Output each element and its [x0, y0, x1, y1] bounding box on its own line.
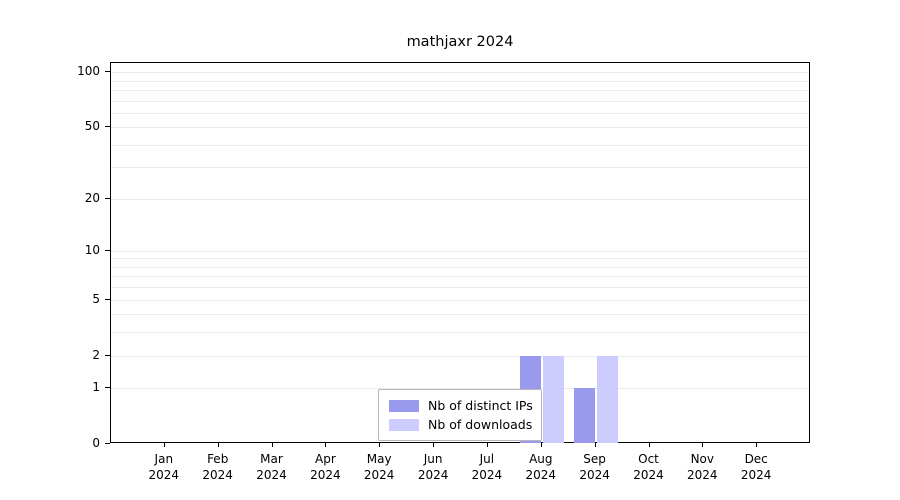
legend-swatch-distinct-ips	[389, 399, 419, 412]
y-tick-label: 100	[77, 64, 100, 78]
gridline	[111, 332, 809, 334]
gridline	[111, 276, 809, 278]
legend-label-downloads: Nb of downloads	[428, 417, 533, 432]
x-tick-label: Jul 2024	[471, 452, 503, 482]
y-tick-label: 5	[92, 291, 100, 306]
x-tick-label: Feb 2024	[202, 452, 233, 482]
x-tick-label: Dec 2024	[740, 452, 772, 482]
x-tick	[271, 443, 273, 447]
x-tick	[648, 443, 650, 447]
x-tick-label: Apr 2024	[310, 452, 341, 482]
x-tick	[702, 443, 704, 447]
gridline	[111, 100, 809, 102]
x-tick	[163, 443, 165, 447]
gridline	[111, 127, 809, 129]
x-tick	[379, 443, 381, 447]
x-tick-label: Sep 2024	[579, 452, 610, 482]
gridline	[111, 250, 809, 252]
y-tick	[105, 354, 110, 356]
y-tick-label: 10	[84, 242, 100, 257]
bar-distinct-ips	[573, 388, 595, 443]
x-tick-label: Aug 2024	[525, 452, 557, 482]
gridline	[111, 258, 809, 260]
y-tick-label: 20	[84, 190, 100, 205]
y-tick	[105, 249, 110, 251]
y-tick-label: 50	[84, 119, 100, 134]
legend-item-downloads: Nb of downloads	[389, 417, 533, 432]
y-tick	[105, 387, 110, 389]
bar-downloads	[596, 355, 618, 443]
y-tick-label: 1	[92, 380, 100, 395]
x-tick	[540, 443, 542, 447]
y-tick	[105, 197, 110, 199]
y-tick-label: 2	[92, 347, 100, 362]
x-tick-label: Jun 2024	[417, 452, 449, 482]
gridline	[111, 388, 809, 390]
x-tick	[486, 443, 488, 447]
y-tick	[105, 298, 110, 300]
x-tick	[594, 443, 596, 447]
y-tick	[105, 443, 110, 444]
legend-swatch-downloads	[389, 418, 419, 431]
x-tick-label: Jan 2024	[148, 452, 180, 482]
x-tick	[433, 443, 435, 447]
legend-label-distinct-ips: Nb of distinct IPs	[428, 398, 533, 413]
legend-item-distinct-ips: Nb of distinct IPs	[389, 398, 533, 413]
plot-area	[110, 62, 810, 443]
legend: Nb of distinct IPs Nb of downloads	[378, 389, 542, 441]
x-tick-label: Mar 2024	[256, 452, 287, 482]
gridline	[111, 144, 809, 146]
gridline	[111, 72, 809, 73]
gridline	[111, 287, 809, 289]
y-tick	[105, 71, 110, 72]
gridline	[111, 89, 809, 91]
x-tick	[325, 443, 327, 447]
y-tick	[105, 126, 110, 128]
gridline	[111, 355, 809, 357]
gridline	[111, 80, 809, 82]
x-tick	[217, 443, 219, 447]
bar-downloads	[542, 355, 564, 443]
x-tick-label: Nov 2024	[687, 452, 718, 482]
y-tick-label: 0	[92, 436, 100, 450]
x-tick	[756, 443, 758, 447]
gridline	[111, 112, 809, 114]
gridline	[111, 167, 809, 169]
chart-title: mathjaxr 2024	[406, 34, 514, 50]
gridline	[111, 314, 809, 316]
x-tick-label: Oct 2024	[633, 452, 664, 482]
gridline	[111, 299, 809, 301]
x-tick-label: May 2024	[363, 452, 395, 482]
gridline	[111, 198, 809, 200]
gridline	[111, 266, 809, 268]
